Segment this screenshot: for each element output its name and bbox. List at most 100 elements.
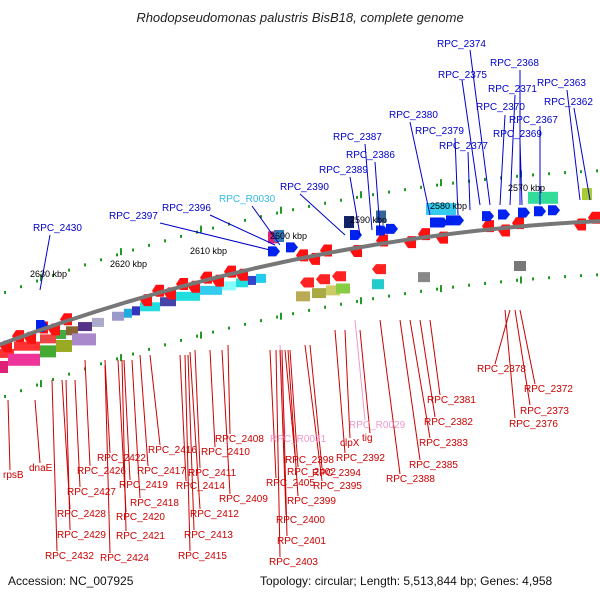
gene-label[interactable]: RPC_2402	[287, 467, 336, 478]
forward-gene-arrow	[376, 225, 388, 236]
gene-label[interactable]: RPC_2397	[109, 211, 158, 222]
gene-label[interactable]: RPC_2371	[488, 84, 537, 95]
tick-dot	[420, 185, 422, 189]
gene-label[interactable]: RPC_2367	[509, 115, 558, 126]
forward-gene-arrow	[268, 246, 280, 257]
gene-label[interactable]: RPC_2412	[190, 509, 239, 520]
reverse-gene-arrow	[332, 271, 346, 282]
gene-label[interactable]: RPC_2410	[201, 447, 250, 458]
gene-label[interactable]: RPC_2408	[215, 434, 264, 445]
gene-label[interactable]: RPC_2381	[427, 395, 476, 406]
cog-block	[418, 272, 430, 283]
gene-label[interactable]: RPC_2403	[269, 557, 318, 568]
gene-label[interactable]: RPC_2418	[130, 498, 179, 509]
cog-block	[56, 329, 66, 339]
gene-label[interactable]: RPC_2375	[438, 70, 487, 81]
tick-dot	[260, 319, 262, 323]
gene-label[interactable]: RPC_2390	[280, 182, 329, 193]
gene-label[interactable]: RPC_2396	[162, 203, 211, 214]
leader-line	[499, 114, 506, 206]
leader-line	[409, 121, 431, 216]
tick-mark	[440, 285, 442, 293]
gene-label[interactable]: RPC_R0030	[219, 194, 276, 205]
gene-label[interactable]: RPC_2424	[100, 553, 149, 564]
leader-line	[279, 349, 287, 516]
gene-label[interactable]: RPC_2398	[285, 455, 334, 466]
gene-label[interactable]: RPC_2426	[77, 466, 126, 477]
leader-line	[494, 309, 511, 365]
gene-label[interactable]: RPC_2379	[415, 126, 464, 137]
tick-mark	[40, 274, 42, 282]
cog-block	[0, 361, 8, 374]
gene-label[interactable]: RPC_2395	[313, 481, 362, 492]
gene-label[interactable]: RPC_2373	[520, 406, 569, 417]
gene-label[interactable]: RPC_2377	[439, 141, 488, 152]
leader-line	[131, 359, 141, 499]
gene-label[interactable]: RPC_2419	[119, 480, 168, 491]
gene-label[interactable]: RPC_2430	[33, 223, 82, 234]
gene-label[interactable]: RPC_2428	[57, 509, 106, 520]
forward-gene-arrow	[518, 207, 530, 218]
gene-label[interactable]: RPC_2372	[524, 384, 573, 395]
gene-label[interactable]: RPC_2383	[419, 438, 468, 449]
gene-label[interactable]: RPC_2417	[137, 466, 186, 477]
gene-label[interactable]: RPC_2401	[277, 536, 326, 547]
gene-label[interactable]: RPC_2369	[493, 129, 542, 140]
gene-label[interactable]: RPC_2405	[266, 478, 315, 489]
gene-label[interactable]: RPC_2374	[437, 39, 486, 50]
cog-block	[14, 341, 40, 351]
leader-line	[514, 309, 531, 406]
gene-label[interactable]: RPC_2376	[509, 419, 558, 430]
gene-label[interactable]: RPC_2387	[333, 132, 382, 143]
gene-label[interactable]: RPC_2411	[188, 468, 237, 479]
gene-label[interactable]: RPC_2416	[148, 445, 197, 456]
leader-line	[121, 359, 127, 532]
gene-label[interactable]: RPC_R0029	[349, 420, 406, 431]
cog-block	[372, 279, 384, 290]
leader-line	[221, 349, 231, 495]
gene-label[interactable]: tig	[362, 433, 373, 444]
leader-line	[409, 319, 431, 439]
gene-label[interactable]: RPC_R0031	[270, 434, 327, 445]
cog-block	[0, 348, 14, 358]
tick-dot	[500, 176, 502, 180]
gene-label[interactable]: RPC_2389	[319, 165, 368, 176]
tick-dot	[372, 193, 374, 197]
gene-label[interactable]: RPC_2413	[184, 530, 233, 541]
cog-block	[92, 317, 104, 327]
gene-label[interactable]: RPC_2414	[176, 481, 225, 492]
tick-dot	[548, 172, 550, 176]
gene-label[interactable]: RPC_2380	[389, 110, 438, 121]
gene-label[interactable]: RPC_2386	[346, 150, 395, 161]
gene-label[interactable]: RPC_2388	[386, 474, 435, 485]
gene-label[interactable]: RPC_2415	[178, 551, 227, 562]
cog-block	[326, 285, 340, 296]
leader-line	[399, 319, 421, 461]
cog-block	[376, 210, 386, 223]
gene-label[interactable]: RPC_2400	[276, 515, 325, 526]
gene-label[interactable]: RPC_2420	[116, 512, 165, 523]
gene-label[interactable]: RPC_2362	[544, 97, 593, 108]
cog-block	[40, 345, 56, 358]
gene-label[interactable]: RPC_2368	[490, 58, 539, 69]
gene-label[interactable]: dnaE	[29, 463, 53, 474]
gene-label[interactable]: RPC_2392	[336, 453, 385, 464]
tick-dot	[356, 299, 358, 303]
gene-label[interactable]: RPC_2422	[97, 453, 146, 464]
gene-label[interactable]: RPC_2409	[219, 494, 268, 505]
gene-label[interactable]: RPC_2399	[287, 496, 336, 507]
gene-label[interactable]: clpX	[340, 438, 360, 449]
gene-label[interactable]: RPC_2382	[424, 417, 473, 428]
gene-label[interactable]: RPC_2363	[537, 78, 586, 89]
gene-label[interactable]: rpsB	[3, 470, 24, 481]
gene-label[interactable]: RPC_2394	[312, 468, 361, 479]
gene-label[interactable]: RPC_2385	[409, 460, 458, 471]
tick-dot	[4, 395, 6, 399]
gene-label[interactable]: RPC_2427	[67, 487, 116, 498]
gene-label[interactable]: RPC_2370	[476, 102, 525, 113]
gene-label[interactable]: RPC_2429	[57, 530, 106, 541]
gene-label[interactable]: RPC_2432	[45, 551, 94, 562]
leader-line	[194, 349, 201, 469]
gene-label[interactable]: RPC_2378	[477, 364, 526, 375]
gene-label[interactable]: RPC_2421	[116, 531, 165, 542]
